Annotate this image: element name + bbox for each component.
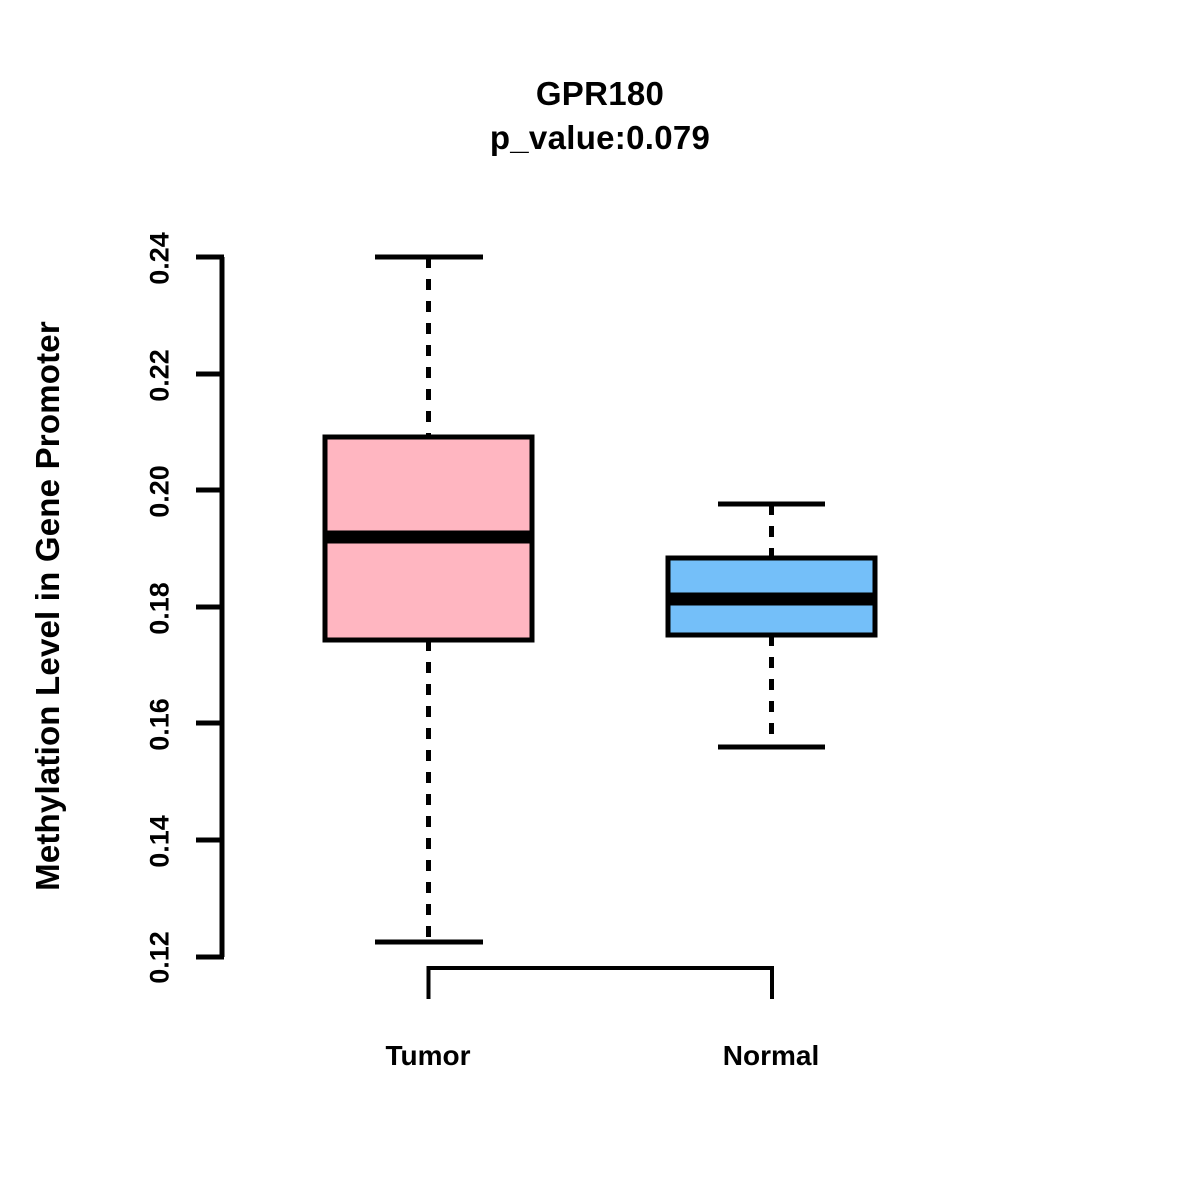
y-axis — [196, 254, 225, 960]
box-normal — [665, 501, 878, 750]
chart-title: GPR180 — [535, 75, 665, 112]
chart-title-block: GPR180 p_value:0.079 — [0, 72, 1200, 160]
x-tick-label-normal: Normal — [722, 1040, 820, 1071]
chart-subtitle-pvalue: p_value:0.079 — [489, 119, 711, 156]
x-tick-label-tumor: Tumor — [385, 1040, 471, 1071]
comparison-bracket-path — [426, 966, 774, 999]
box-tumor — [322, 254, 535, 945]
comparison-bracket — [426, 966, 774, 999]
